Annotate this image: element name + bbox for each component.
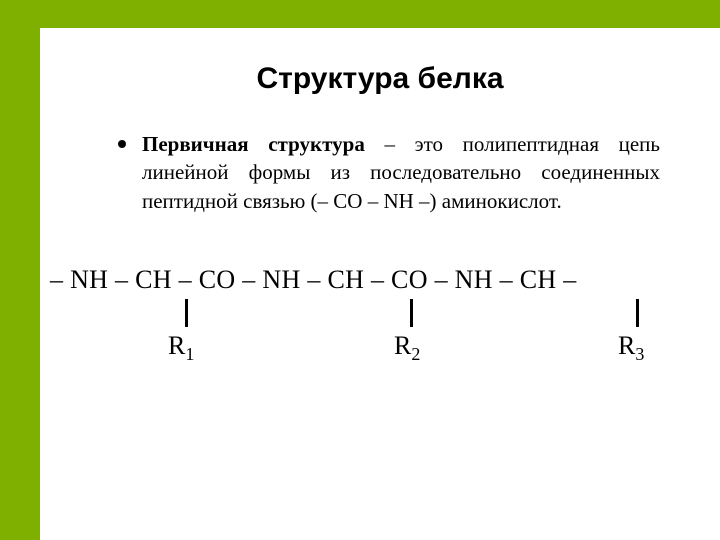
accent-top-bar xyxy=(0,0,720,28)
vertical-bonds-row xyxy=(50,295,700,325)
r-label-3: R3 xyxy=(618,331,644,361)
r-subscript-2: 2 xyxy=(411,344,420,364)
accent-left-bar xyxy=(0,0,40,540)
vertical-bond-2 xyxy=(410,299,413,327)
body-block: Первичная структура – это полипептидная … xyxy=(118,130,660,215)
bullet-item: Первичная структура – это полипептидная … xyxy=(118,130,660,215)
r-labels-row: R1 R2 R3 xyxy=(50,331,700,371)
vertical-bond-3 xyxy=(636,299,639,327)
slide-content: Структура белка Первичная структура – эт… xyxy=(40,28,720,540)
r-subscript-1: 1 xyxy=(185,344,194,364)
body-paragraph: Первичная структура – это полипептидная … xyxy=(142,130,660,215)
chain-text: – NH – CH – CO – NH – CH – CO – NH – CH … xyxy=(50,265,700,295)
peptide-formula: – NH – CH – CO – NH – CH – CO – NH – CH … xyxy=(50,265,700,371)
r-label-1: R1 xyxy=(168,331,194,361)
r-subscript-3: 3 xyxy=(635,344,644,364)
page-title: Структура белка xyxy=(40,62,720,96)
r-label-2: R2 xyxy=(394,331,420,361)
bullet-dot-icon xyxy=(118,140,126,148)
vertical-bond-1 xyxy=(185,299,188,327)
lead-term: Первичная структура xyxy=(142,132,365,156)
